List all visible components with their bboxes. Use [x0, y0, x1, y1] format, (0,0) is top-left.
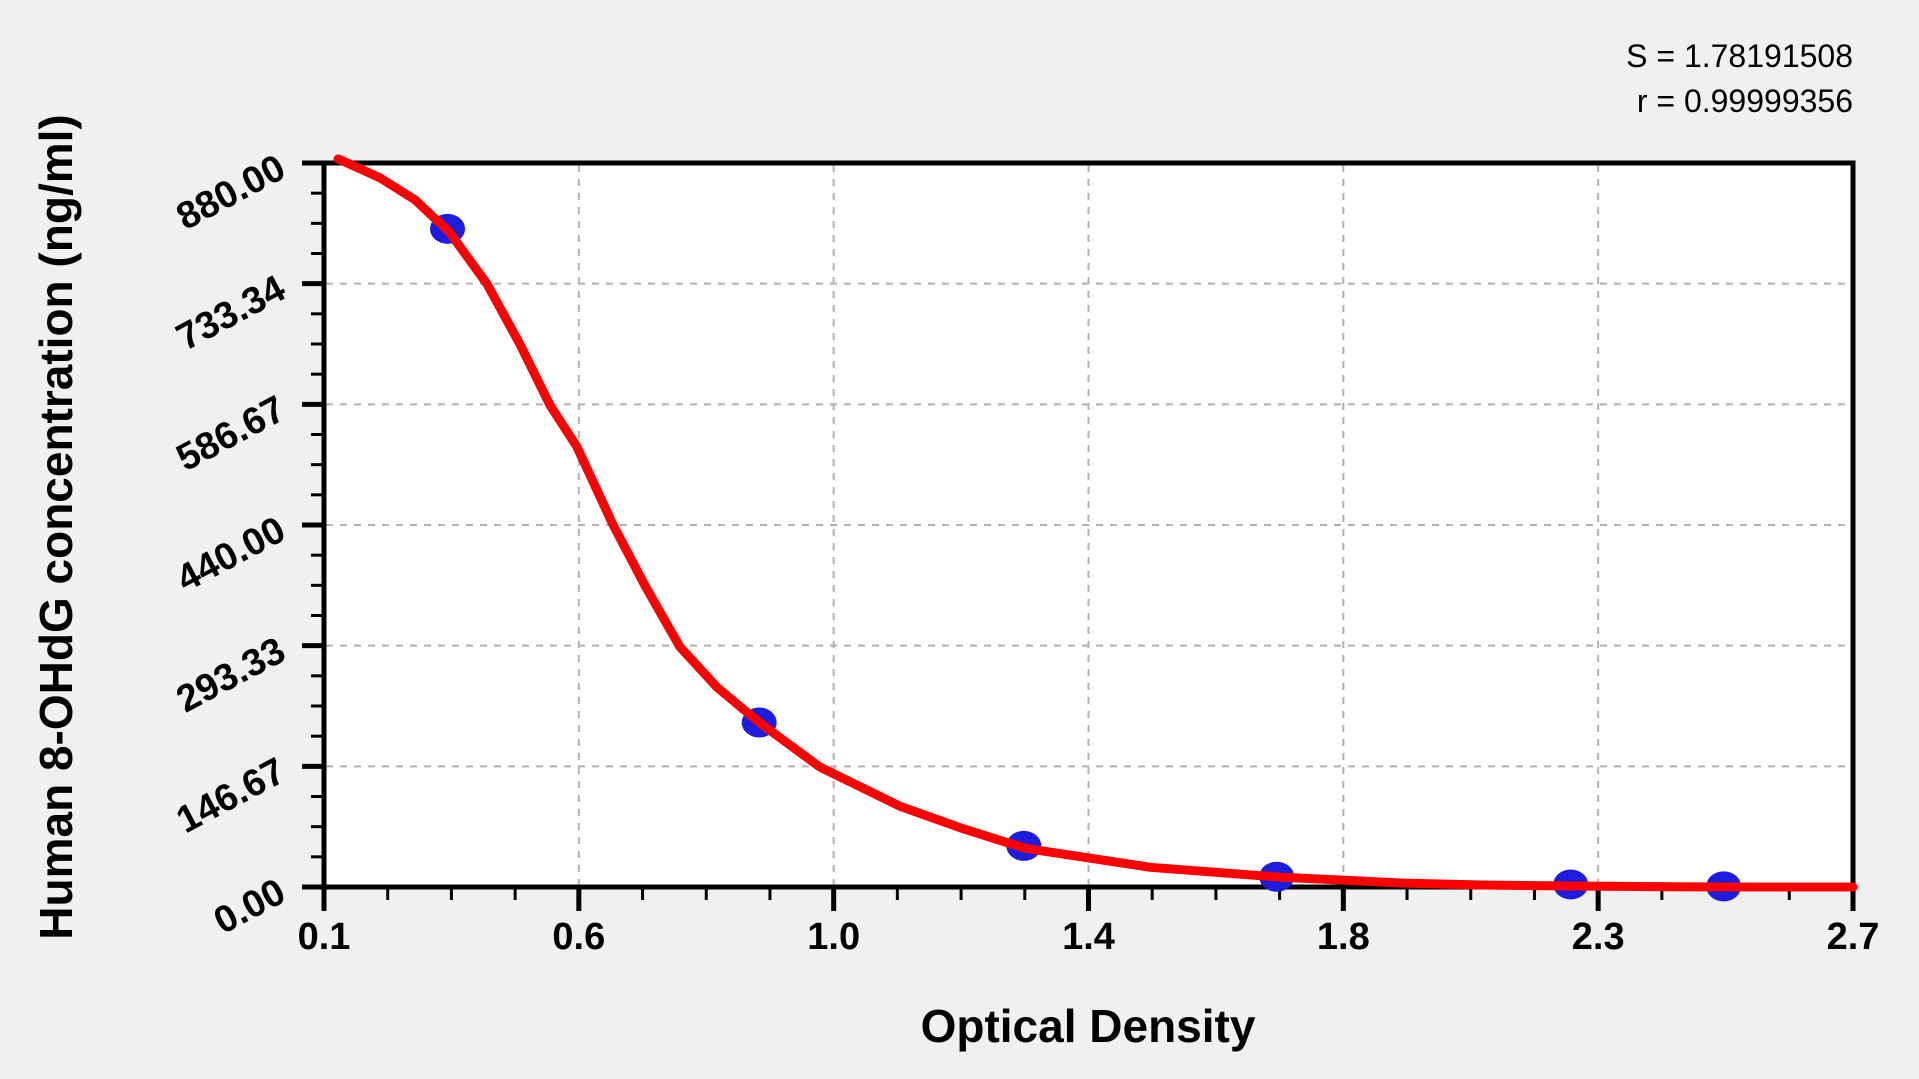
- y-tick-label: 586.67: [170, 388, 292, 480]
- stat-s-value: S = 1.78191508: [1626, 38, 1853, 74]
- y-tick-label: 880.00: [170, 147, 292, 239]
- x-tick-label: 1.8: [1317, 916, 1370, 958]
- x-tick-label: 0.1: [298, 916, 351, 958]
- x-tick-label: 0.6: [552, 916, 605, 958]
- y-tick-label: 293.33: [170, 630, 292, 722]
- y-axis-title: Human 8-OHdG concentration (ng/ml): [30, 114, 82, 939]
- fitted-curve: [333, 154, 1858, 892]
- x-tick-label: 1.4: [1062, 916, 1115, 958]
- x-tick-label: 2.3: [1572, 916, 1625, 958]
- stat-r-value: r = 0.99999356: [1637, 83, 1853, 119]
- fitted-curve-layer: [333, 154, 1858, 892]
- x-tick-label: 2.7: [1827, 916, 1880, 958]
- y-tick-label: 146.67: [170, 750, 292, 842]
- gridline-layer: [326, 165, 1851, 885]
- y-tick-label: 440.00: [170, 509, 292, 601]
- x-axis-title: Optical Density: [921, 1000, 1256, 1052]
- x-tick-label: 1.0: [807, 916, 860, 958]
- y-tick-label: 0.00: [207, 871, 292, 943]
- y-tick-label: 733.34: [170, 268, 292, 360]
